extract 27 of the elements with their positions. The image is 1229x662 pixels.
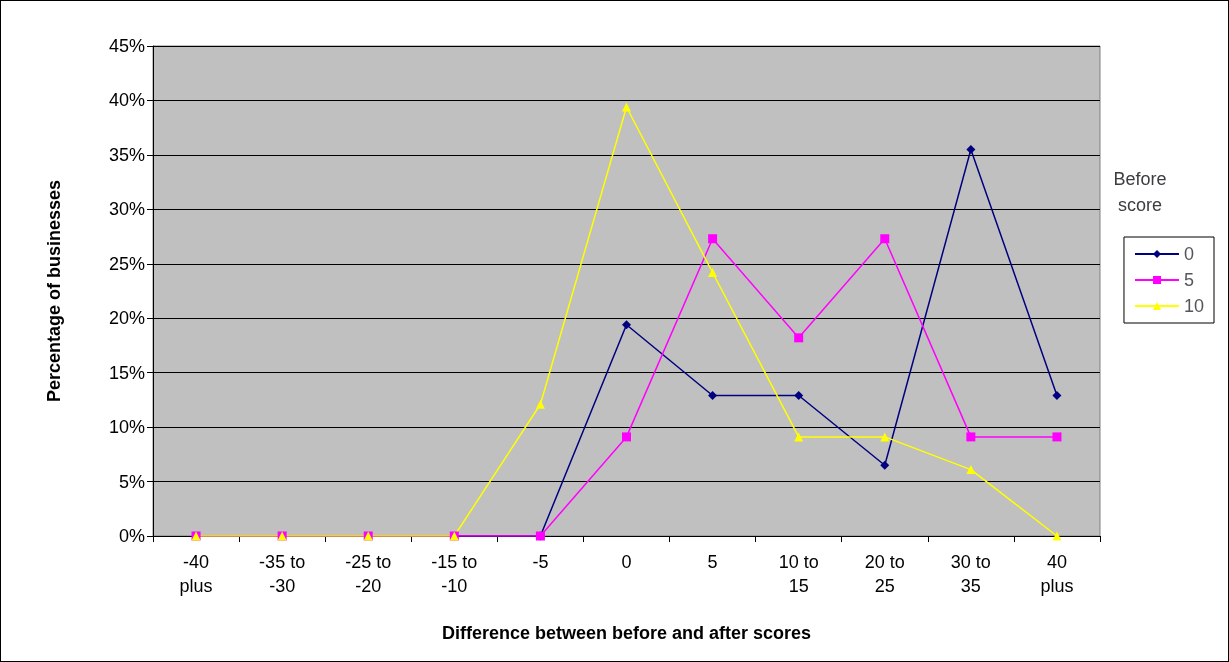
y-tick-label: 5% [118, 471, 145, 492]
legend-label: 10 [1183, 296, 1205, 316]
x-tick-label: 20 to 25 [864, 552, 905, 596]
x-tick-label: 0 [621, 552, 632, 572]
x-tick-label: -5 [532, 552, 549, 572]
x-tick-label: 5 [707, 552, 718, 572]
y-tick-label: 35% [108, 144, 145, 165]
x-tick-label: 40 plus [1040, 552, 1074, 596]
legend-label: 5 [1183, 270, 1194, 290]
x-axis-title: Difference between before and after scores [441, 623, 812, 643]
legend-label: 0 [1183, 244, 1194, 264]
x-tick-label: 30 to 35 [950, 552, 991, 596]
y-tick-label: 10% [108, 417, 145, 438]
y-tick-label: 0% [118, 526, 145, 546]
x-tick-label: -25 to -20 [345, 552, 392, 596]
y-tick-label: 20% [108, 308, 145, 329]
y-tick-label: 15% [108, 362, 145, 383]
legend-title: Before score [1113, 169, 1167, 215]
y-tick-label: 30% [108, 199, 145, 220]
x-tick-label: 10 to 15 [778, 552, 819, 596]
x-tick-label: -15 to -10 [431, 552, 478, 596]
y-axis-title: Percentage of businesses [44, 179, 64, 403]
y-tick-label: 25% [108, 253, 145, 274]
y-tick-label: 40% [108, 90, 145, 111]
x-tick-label: -35 to -30 [259, 552, 306, 596]
x-tick-label: -40 plus [179, 552, 213, 596]
y-tick-label: 45% [108, 36, 145, 56]
